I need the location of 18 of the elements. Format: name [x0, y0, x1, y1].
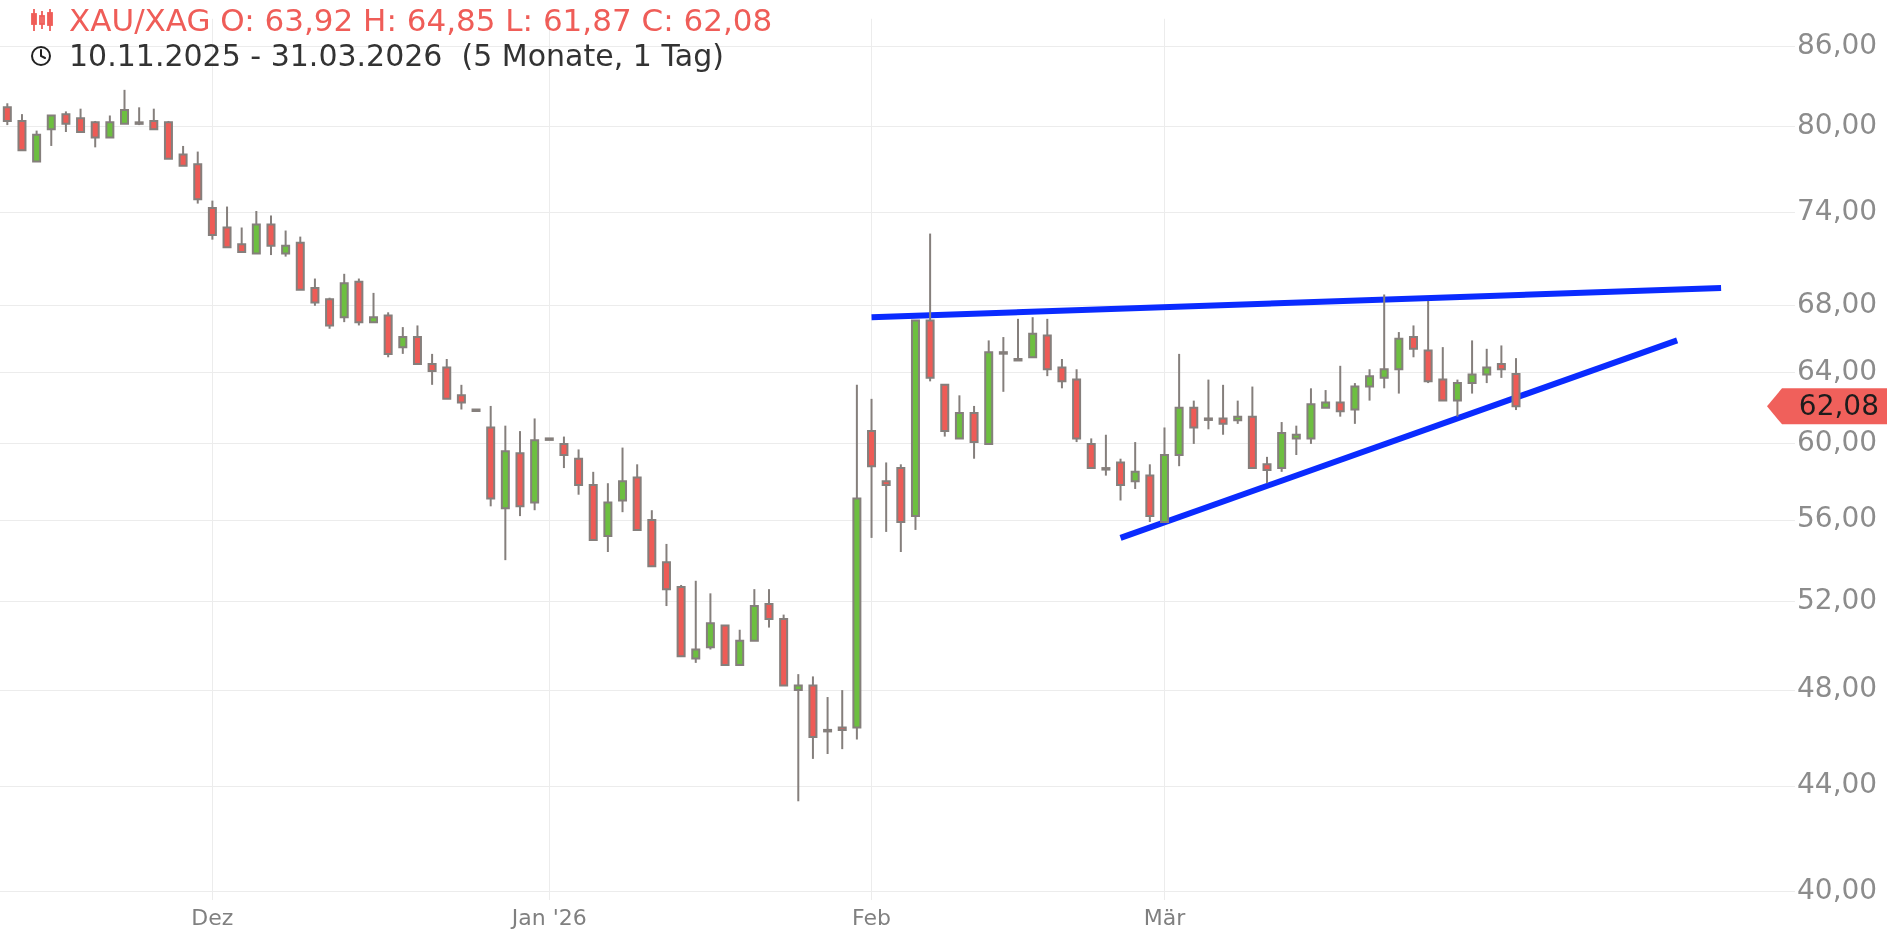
y-tick-label: 68,00: [1797, 287, 1878, 321]
y-tick-label: 60,00: [1797, 425, 1878, 459]
y-tick-label: 86,00: [1797, 27, 1878, 61]
chart-title: XAU/XAG O: 63,92 H: 64,85 L: 61,87 C: 62,08: [69, 2, 773, 38]
y-tick-label: 80,00: [1797, 107, 1878, 141]
x-tick-label: Dez: [191, 904, 234, 930]
y-tick-label: 48,00: [1797, 671, 1878, 705]
y-tick-label: 74,00: [1797, 193, 1878, 227]
y-tick-label: 40,00: [1797, 872, 1878, 906]
y-tick-label: 56,00: [1797, 501, 1878, 535]
x-tick-label: Mär: [1143, 904, 1187, 930]
text: 10.11.2025 - 31.03.2026 (5 Monate, 1 Tag): [69, 38, 724, 74]
text: 62,08: [1798, 388, 1879, 422]
x-tick-label: Feb: [852, 904, 892, 930]
y-tick-label: 44,00: [1797, 767, 1878, 801]
x-tick-label: Jan '26: [509, 904, 587, 930]
y-tick-label: 52,00: [1797, 583, 1878, 617]
y-tick-label: 64,00: [1797, 353, 1878, 387]
